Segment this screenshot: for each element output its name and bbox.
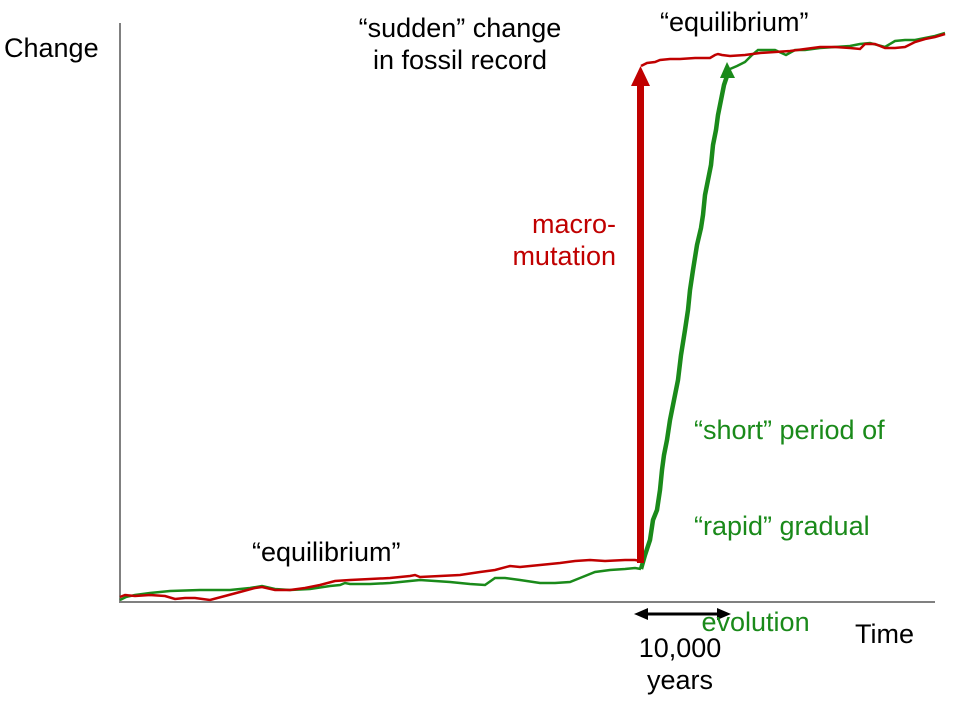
gradual-series-rise <box>638 75 730 570</box>
equilibrium-bottom-label: “equilibrium” <box>252 537 401 567</box>
gradual-annotation: “short” period of “rapid” gradual evolut… <box>694 350 885 670</box>
y-axis-label: Change <box>4 33 99 63</box>
sudden-change-line2: in fossil record <box>372 45 548 75</box>
gradual-arrowhead <box>720 62 735 78</box>
macromutation-series-low <box>119 558 641 602</box>
scale-bar-label: 10,000 years <box>620 632 740 696</box>
equilibrium-top-label: “equilibrium” <box>660 7 809 37</box>
scale-bar-unit: years <box>646 665 714 695</box>
gradual-series-low <box>119 566 642 602</box>
scale-bar-left-arrowhead <box>634 608 648 620</box>
gradual-series-high <box>729 31 946 71</box>
x-axis-label: Time <box>855 619 914 649</box>
scale-bar-value: 10,000 <box>638 633 722 663</box>
macromutation-arrow-shaft <box>637 80 644 563</box>
macromutation-annotation: macro- mutation <box>470 208 616 272</box>
macromutation-arrowhead <box>631 66 650 86</box>
sudden-change-annotation: “sudden” change in fossil record <box>350 12 570 76</box>
gradual-line3: evolution <box>694 607 810 637</box>
macromutation-line2: mutation <box>512 241 616 271</box>
macromutation-line1: macro- <box>531 209 616 239</box>
gradual-line2: “rapid” gradual <box>694 511 870 541</box>
gradual-line1: “short” period of <box>694 415 885 445</box>
macromutation-series-high <box>640 32 946 68</box>
sudden-change-line1: “sudden” change <box>358 13 562 43</box>
scale-bar-right-arrowhead <box>717 608 731 620</box>
